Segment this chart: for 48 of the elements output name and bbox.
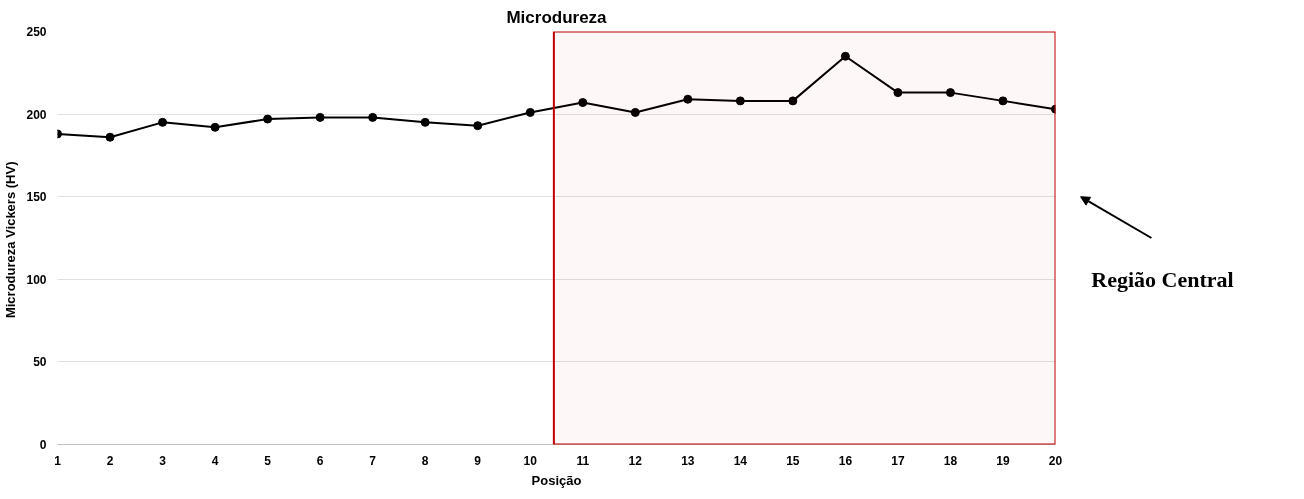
y-tick-label: 0 xyxy=(39,438,47,452)
x-tick-label: 19 xyxy=(996,453,1010,468)
x-tick-label: 2 xyxy=(106,453,114,468)
y-tick-label: 100 xyxy=(26,272,47,287)
point xyxy=(683,94,693,104)
x-tick-label: 12 xyxy=(628,453,643,468)
x-tick-label: 7 xyxy=(369,453,377,468)
point xyxy=(263,114,273,124)
x-tick-label: 11 xyxy=(576,453,590,468)
x-tick-label: 20 xyxy=(1048,453,1063,468)
y-axis-title: Microdureza Vickers (HV) xyxy=(3,161,19,319)
point xyxy=(473,121,483,131)
x-tick-label: 17 xyxy=(891,453,905,468)
point xyxy=(420,117,430,127)
x-tick-label: 1 xyxy=(54,453,62,468)
chart-title: Microdureza xyxy=(506,7,608,27)
point xyxy=(998,96,1008,106)
x-tick-label: 14 xyxy=(733,453,748,468)
point xyxy=(578,98,588,108)
x-tick-label: 3 xyxy=(159,453,167,468)
x-tick-label: 15 xyxy=(786,453,800,468)
x-tick-label: 4 xyxy=(211,453,219,468)
x-tick-label: 9 xyxy=(474,453,482,468)
point xyxy=(525,107,535,117)
point xyxy=(368,112,378,122)
point xyxy=(893,88,903,98)
y-tick-label: 200 xyxy=(26,107,47,122)
band-label: Região Central xyxy=(1091,266,1234,292)
point xyxy=(105,132,115,142)
point xyxy=(158,117,168,127)
y-tick-label: 250 xyxy=(26,25,47,39)
point xyxy=(630,107,640,117)
y-tick-label: 150 xyxy=(26,190,47,205)
x-tick-label: 18 xyxy=(943,453,958,468)
x-tick-label: 6 xyxy=(316,453,324,468)
x-tick-label: 13 xyxy=(681,453,695,468)
x-tick-label: 16 xyxy=(838,453,853,468)
point xyxy=(840,51,850,61)
x-tick-label: 8 xyxy=(421,453,429,468)
point xyxy=(210,122,220,132)
point xyxy=(735,96,745,106)
y-tick-label: 50 xyxy=(33,355,47,370)
point xyxy=(788,96,798,106)
x-tick-label: 10 xyxy=(523,453,538,468)
x-axis-title: Posição xyxy=(531,472,582,488)
point xyxy=(945,88,955,98)
x-tick-label: 5 xyxy=(264,453,272,468)
point xyxy=(315,112,325,122)
